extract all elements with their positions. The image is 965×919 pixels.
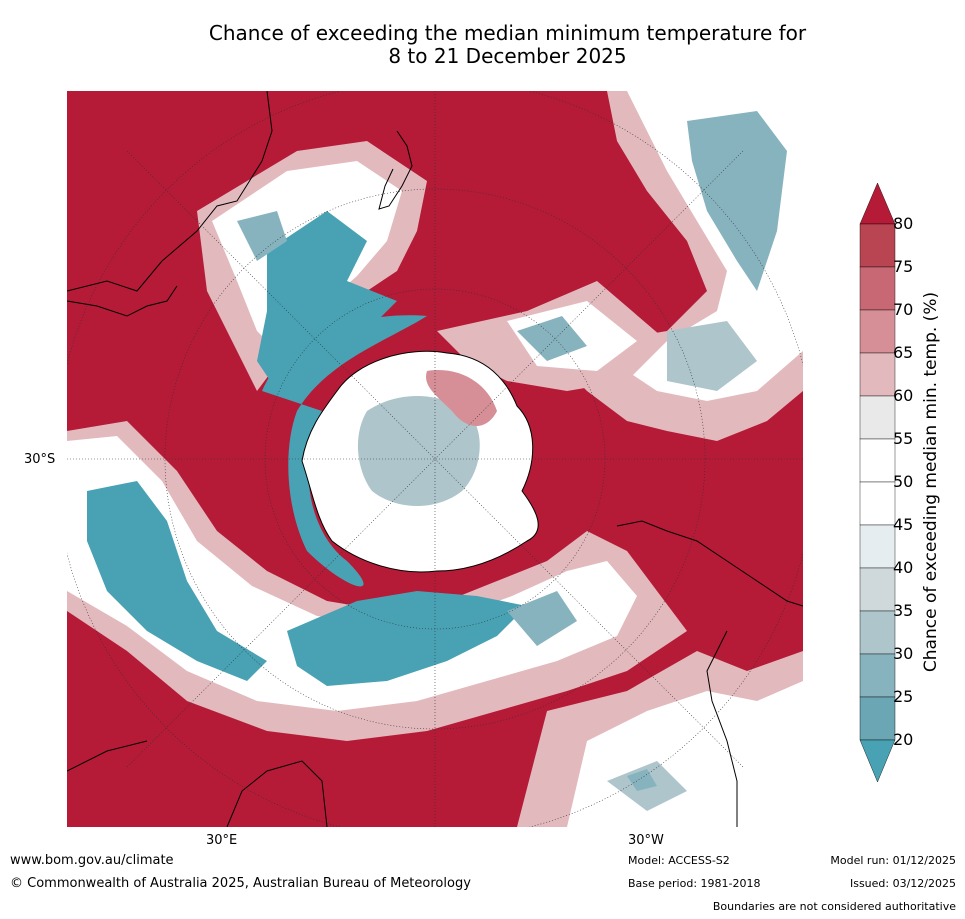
colorbar-segment-c70_75 bbox=[859, 266, 896, 311]
colorbar bbox=[859, 182, 896, 783]
antarctica-interior-blue bbox=[357, 396, 480, 506]
coastline-africa bbox=[67, 740, 328, 827]
title-line-1: Chance of exceeding the median minimum t… bbox=[208, 21, 807, 45]
antarctica-peninsula-red bbox=[426, 370, 497, 426]
colorbar-segment-c20_25 bbox=[859, 696, 896, 741]
coastline-new-zealand bbox=[378, 130, 413, 210]
region-antarctic-ring-blue bbox=[262, 315, 427, 587]
region-right-band-blue bbox=[517, 316, 587, 361]
footer-base-period: Base period: 1981-2018 bbox=[628, 877, 761, 890]
footer-website: www.bom.gov.au/climate bbox=[10, 853, 174, 868]
region-upper-right-blue bbox=[687, 111, 787, 291]
colorbar-tick-65: 65 bbox=[893, 343, 914, 362]
colorbar-segment-c55_60 bbox=[859, 395, 896, 440]
colorbar-segment-c35_40 bbox=[859, 567, 896, 612]
coastline-australia bbox=[67, 91, 273, 292]
coastline-australia-2 bbox=[67, 285, 178, 317]
colorbar-segment-c25_30 bbox=[859, 653, 896, 698]
longitude-label-30e: 30°E bbox=[206, 833, 238, 848]
colorbar-tick-60: 60 bbox=[893, 386, 914, 405]
colorbar-tick-50: 50 bbox=[893, 472, 914, 491]
colorbar-tick-35: 35 bbox=[893, 601, 914, 620]
colorbar-segment-c50_55 bbox=[859, 438, 896, 483]
colorbar-tick-45: 45 bbox=[893, 515, 914, 534]
colorbar-segment-c60_65 bbox=[859, 352, 896, 397]
region-lower-right-blue-2 bbox=[627, 769, 657, 791]
colorbar-tick-40: 40 bbox=[893, 558, 914, 577]
colorbar-extend-bottom bbox=[859, 739, 896, 783]
colorbar-tick-30: 30 bbox=[893, 644, 914, 663]
colorbar-tick-80: 80 bbox=[893, 214, 914, 233]
colorbar-tick-75: 75 bbox=[893, 257, 914, 276]
region-lower-center-blue-2 bbox=[507, 591, 577, 646]
colorbar-tick-55: 55 bbox=[893, 429, 914, 448]
region-upper-left-blue-2 bbox=[237, 211, 287, 261]
colorbar-segment-c75_80 bbox=[859, 223, 896, 268]
region-lower-center-blue bbox=[287, 591, 527, 686]
colorbar-title: Chance of exceeding median min. temp. (%… bbox=[921, 291, 941, 673]
colorbar-segment-c30_35 bbox=[859, 610, 896, 655]
colorbar-segment-c45_50 bbox=[859, 481, 896, 526]
chart-title: Chance of exceeding the median minimum t… bbox=[100, 22, 915, 68]
coastline-south-america bbox=[616, 520, 803, 827]
footer-disclaimer: Boundaries are not considered authoritat… bbox=[712, 900, 956, 913]
title-line-2: 8 to 21 December 2025 bbox=[388, 44, 627, 68]
colorbar-segment-c40_45 bbox=[859, 524, 896, 569]
footer-copyright: © Commonwealth of Australia 2025, Austra… bbox=[10, 876, 471, 891]
latitude-label-30s: 30°S bbox=[24, 452, 56, 467]
colorbar-tick-70: 70 bbox=[893, 300, 914, 319]
colorbar-segment-c65_70 bbox=[859, 309, 896, 354]
colorbar-tick-20: 20 bbox=[893, 730, 914, 749]
region-lower-left-blue bbox=[87, 481, 267, 681]
graticule bbox=[67, 91, 803, 827]
region-upper-left-blue bbox=[257, 211, 397, 391]
longitude-label-30w: 30°W bbox=[628, 833, 664, 848]
footer-issued: Issued: 03/12/2025 bbox=[849, 877, 956, 890]
region-upper-right-blue-2 bbox=[667, 321, 757, 391]
colorbar-tick-25: 25 bbox=[893, 687, 914, 706]
footer-model: Model: ACCESS-S2 bbox=[628, 854, 730, 867]
colorbar-segments bbox=[859, 182, 896, 783]
probability-map bbox=[67, 91, 803, 827]
footer-model-run: Model run: 01/12/2025 bbox=[830, 854, 956, 867]
colorbar-extend-top bbox=[859, 182, 896, 225]
